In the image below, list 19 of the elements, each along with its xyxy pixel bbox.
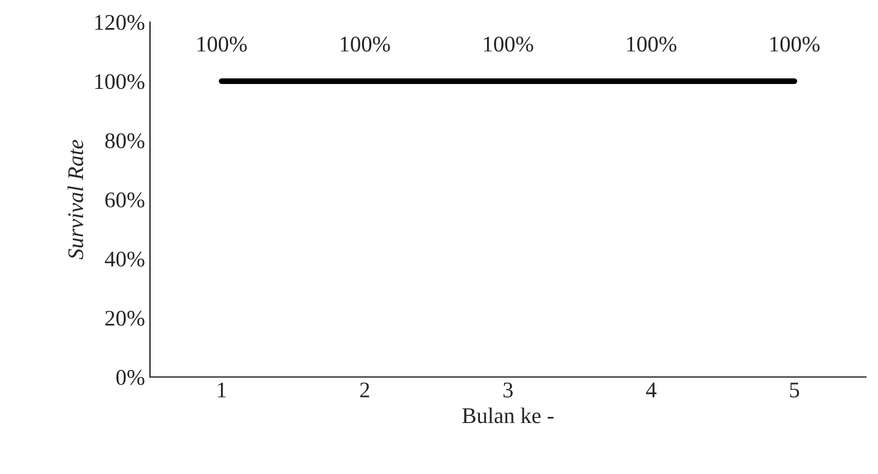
y-tick-label: 80% [105,133,144,148]
y-tick-label: 100% [95,74,144,90]
y-tick-label: 40% [104,252,144,267]
x-tick-label: 5 [790,382,800,398]
y-tick-label: 20% [105,310,144,326]
x-tick-label: 1 [218,382,226,398]
y-tick-label: 120% [95,14,144,30]
data-label: 100% [340,36,390,52]
x-tick-label: 2 [360,382,370,398]
data-label: 100% [484,36,534,52]
x-axis-title: Bulan ke - [462,408,554,424]
data-label: 100% [770,36,820,52]
x-tick-label: 3 [504,382,513,398]
y-tick-label: 60% [105,192,144,208]
y-axis-title: Survival Rate [68,140,84,260]
data-label: 100% [627,36,676,52]
x-tick-label: 4 [646,382,656,398]
data-label: 100% [198,36,247,52]
y-tick-label: 0% [116,370,144,385]
